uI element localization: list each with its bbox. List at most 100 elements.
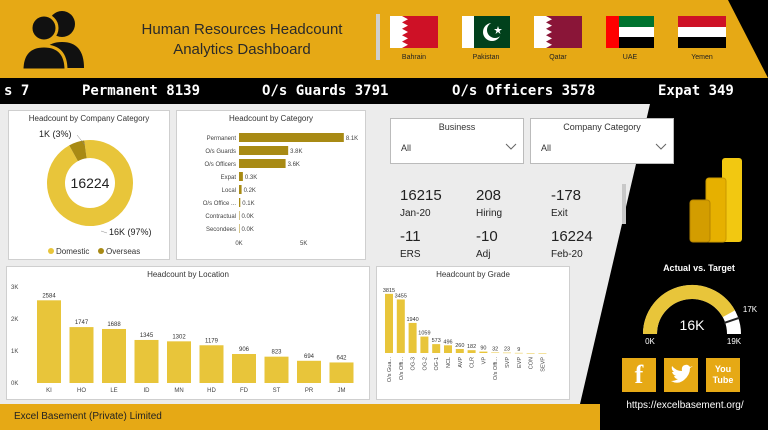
- chart-title: Headcount by Grade: [436, 270, 510, 279]
- x-tick-label: CON: [529, 357, 535, 369]
- bar-data-label: 1747: [75, 320, 89, 326]
- category-bar: [239, 159, 286, 168]
- category-tick-label: Expat: [221, 175, 237, 181]
- gauge-fill: [643, 285, 735, 335]
- grade-bar: [503, 352, 511, 354]
- x-tick-label: VP: [481, 357, 487, 365]
- yemen-flag-icon[interactable]: [678, 16, 726, 48]
- kpi-label: Exit: [551, 208, 568, 219]
- bahrain-flag-icon[interactable]: [390, 16, 438, 48]
- actual-target-gauge[interactable]: 16K 0K 19K 17K: [636, 276, 766, 346]
- bar-data-label: 0.3K: [245, 175, 257, 181]
- x-tick-label: FD: [240, 388, 249, 394]
- slicer-value: All: [401, 143, 412, 153]
- title-line-2: Analytics Dashboard: [173, 41, 311, 58]
- category-tick-label: Secondees: [206, 227, 236, 233]
- company-category-card[interactable]: Headcount by Company Category 16224 1K (3…: [8, 110, 170, 260]
- power-bi-logo-icon: [689, 158, 742, 243]
- bar-data-label: 496: [443, 339, 452, 345]
- x-tick-label: ST: [273, 388, 281, 394]
- kpi-value: -11: [400, 228, 421, 245]
- legend-label: Overseas: [106, 247, 140, 256]
- gauge-target-marker: [723, 316, 740, 324]
- bar-data-label: 182: [467, 344, 476, 350]
- grade-bar-card[interactable]: Headcount by Grade 3815 O/s Gua... 3455 O/s…: [376, 266, 570, 400]
- gauge-title: Actual vs. Target: [663, 263, 735, 273]
- slicer-title: Company Category: [563, 122, 641, 132]
- business-slicer[interactable]: Business All: [390, 118, 524, 164]
- flag-label: Yemen: [691, 54, 713, 61]
- company-category-slicer[interactable]: Company Category All: [530, 118, 674, 164]
- gauge-max-label: 19K: [727, 337, 742, 346]
- chevron-down-icon[interactable]: [655, 143, 667, 151]
- scrollbar[interactable]: [622, 184, 626, 224]
- gauge-min-label: 0K: [645, 337, 655, 346]
- company-name: Excel Basement (Private) Limited: [14, 411, 162, 422]
- website-link[interactable]: https://excelbasement.org/: [626, 400, 744, 411]
- x-tick-label: EVP: [517, 357, 523, 368]
- grade-bar-chart[interactable]: 3815 O/s Gua... 3455 O/s Offi... 1940 OG-3 105…: [377, 279, 571, 399]
- x-tick-label: O/s Offi...: [493, 357, 499, 381]
- category-bar: [239, 211, 240, 220]
- youtube-icon[interactable]: You Tube: [706, 358, 740, 392]
- y-tick-label: 2K: [11, 317, 18, 323]
- bar-data-label: 694: [304, 354, 315, 360]
- x-tick-label: JM: [338, 388, 346, 394]
- grade-bar: [491, 352, 500, 354]
- x-tick-label: SVP: [505, 357, 511, 368]
- youtube-glyph: You Tube: [712, 364, 734, 385]
- bar-data-label: 8.1K: [346, 136, 358, 142]
- x-tick-label: CLR: [470, 357, 476, 368]
- qatar-flag-icon[interactable]: [534, 16, 582, 48]
- x-tick-label: HD: [207, 388, 216, 394]
- people-icon: [20, 11, 84, 70]
- bar-data-label: 32: [492, 347, 498, 353]
- x-tick-label: AVP: [458, 357, 464, 368]
- bar-data-label: 2584: [42, 293, 56, 299]
- donut-slice: [47, 140, 133, 226]
- grade-bar: [396, 299, 405, 353]
- leader-line: [76, 134, 86, 146]
- category-tick-label: Permanent: [207, 136, 237, 142]
- y-tick-label: 3K: [11, 285, 18, 291]
- grade-bar: [479, 351, 488, 353]
- flag-label: UAE: [622, 54, 638, 61]
- footer-bar: Excel Basement (Private) Limited: [0, 404, 600, 430]
- legend-marker: [48, 248, 54, 254]
- grade-bar: [526, 353, 535, 354]
- location-bar-card[interactable]: Headcount by Location 3K 2K 1K 0K 2584 KI 1747…: [6, 266, 370, 400]
- kpi-value: 16215: [400, 187, 442, 204]
- category-bar-card[interactable]: Headcount by Category Permanent 8.1K O/s G…: [176, 110, 366, 260]
- category-bar: [239, 146, 289, 155]
- location-bar-chart[interactable]: 3K 2K 1K 0K 2584 KI 1747 HO 1688 LE 1345 ID 1302 MN 11…: [7, 279, 371, 399]
- legend-label: Domestic: [56, 247, 89, 256]
- category-bar-chart[interactable]: Permanent 8.1K O/s Guards 3.8K O/s Officers 3…: [177, 125, 367, 259]
- facebook-icon[interactable]: f: [622, 358, 656, 392]
- donut-center-label: 16224: [71, 175, 110, 191]
- kpi-label: Hiring: [476, 208, 503, 219]
- category-bar: [239, 185, 242, 194]
- donut-chart[interactable]: 16224 1K (3%) 16K (97%) Domestic Overseas: [9, 123, 171, 261]
- pakistan-flag-icon[interactable]: [462, 16, 510, 48]
- y-tick-label: 1K: [11, 349, 18, 355]
- chevron-down-icon[interactable]: [505, 143, 517, 151]
- kpi-value: -10: [476, 228, 498, 245]
- category-bar: [239, 133, 344, 142]
- ticker-item: Permanent 8139: [82, 83, 201, 99]
- grade-bar: [408, 322, 417, 353]
- bar-data-label: 642: [336, 355, 347, 361]
- flag-label: Pakistan: [472, 54, 500, 61]
- location-bar: [297, 360, 321, 383]
- bar-data-label: 823: [271, 350, 282, 356]
- twitter-icon[interactable]: t: [664, 358, 698, 392]
- ticker-item: O/s Officers 3578: [452, 83, 596, 99]
- location-bar: [37, 300, 61, 383]
- bar-data-label: 9: [517, 347, 520, 353]
- chart-title: Headcount by Category: [228, 114, 314, 123]
- grade-bar: [444, 345, 452, 353]
- location-bar: [69, 327, 94, 383]
- x-tick-label: OG-1: [434, 357, 440, 370]
- x-tick-label: 0K: [235, 241, 242, 247]
- uae-flag-icon[interactable]: [606, 16, 654, 48]
- slicer-title: Business: [438, 122, 476, 132]
